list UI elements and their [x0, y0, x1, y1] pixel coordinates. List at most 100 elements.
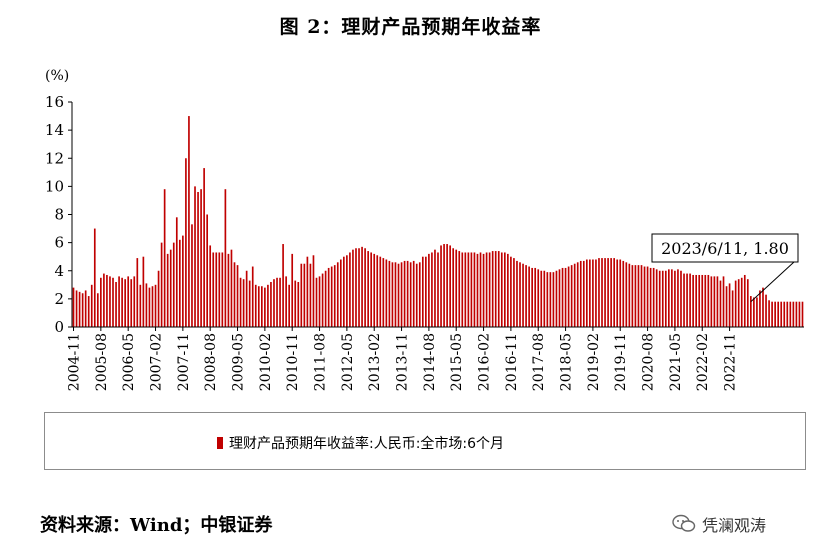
bar	[118, 276, 120, 328]
bar	[282, 244, 284, 327]
bar	[84, 290, 87, 327]
bar	[631, 265, 634, 328]
bar	[789, 301, 792, 327]
bar	[364, 248, 366, 327]
bar	[267, 284, 269, 327]
bar	[169, 249, 172, 327]
x-axis: 2004-11 2005-08 2006-05 2007-02 2007-11 2008-…	[67, 326, 804, 391]
callout-leader	[750, 261, 795, 303]
bar	[479, 252, 482, 327]
bar	[324, 270, 327, 327]
bar	[528, 266, 530, 327]
y-tick-label: 4	[54, 262, 64, 280]
bar	[409, 262, 412, 327]
y-tick-label: 14	[45, 121, 64, 139]
bar	[370, 252, 373, 327]
bar	[768, 300, 770, 327]
bar	[537, 269, 540, 327]
bar	[640, 265, 643, 328]
bar	[561, 267, 564, 327]
watermark: 凭澜观涛	[672, 512, 766, 536]
bar	[185, 158, 187, 327]
bar	[555, 270, 558, 327]
bar	[391, 262, 394, 327]
bar	[403, 260, 406, 327]
bar	[491, 251, 494, 327]
bar	[300, 263, 303, 327]
bar	[746, 279, 749, 327]
bar	[72, 287, 75, 328]
bar	[346, 255, 348, 327]
callout-label: 2023/6/11, 1.80	[661, 239, 789, 258]
bar	[261, 286, 263, 327]
bar	[397, 263, 400, 327]
x-tick-label: 2019-02	[586, 333, 602, 391]
legend: 理财产品预期年收益率:人民币:全市场:6个月	[44, 412, 806, 470]
x-tick-label: 2006-05	[121, 333, 137, 391]
bar	[200, 189, 202, 327]
bar	[756, 297, 758, 327]
bar	[318, 276, 321, 328]
bar	[440, 245, 442, 327]
bar	[598, 258, 600, 327]
bar	[212, 252, 215, 327]
bar	[607, 258, 609, 327]
bar	[248, 280, 251, 327]
bar	[276, 277, 278, 327]
y-tick-label: 2	[54, 290, 64, 308]
bar	[564, 267, 567, 327]
bar	[115, 282, 117, 327]
bar	[218, 252, 221, 327]
bar	[765, 294, 767, 327]
bar	[455, 249, 458, 327]
bar	[707, 274, 710, 327]
bar	[418, 262, 421, 327]
bar	[695, 274, 698, 327]
bar	[251, 266, 254, 327]
bar-series	[72, 116, 804, 328]
bar	[303, 263, 306, 327]
bar	[343, 256, 345, 327]
bar	[503, 252, 506, 327]
x-tick-label: 2004-11	[67, 333, 83, 391]
bar	[242, 279, 245, 327]
y-tick-label: 8	[54, 206, 64, 224]
bar	[297, 282, 300, 327]
x-tick-label: 2007-02	[149, 333, 165, 391]
bar	[661, 270, 664, 327]
bar	[330, 266, 333, 327]
bar	[434, 249, 436, 327]
bar	[734, 280, 737, 327]
bar	[306, 256, 309, 327]
bar	[743, 274, 746, 327]
bar	[731, 290, 734, 327]
bar	[163, 189, 166, 327]
x-tick-label: 2010-02	[258, 333, 274, 391]
bar	[443, 244, 445, 327]
bar	[270, 282, 272, 327]
bar	[431, 252, 433, 327]
y-axis: 0 2 4 6 8 10 12 14 16	[45, 93, 73, 336]
bar	[428, 253, 430, 328]
bar	[154, 284, 157, 327]
bar	[452, 248, 455, 327]
bar	[400, 262, 403, 327]
bar	[473, 252, 476, 327]
bar	[601, 258, 603, 327]
bar	[494, 251, 497, 327]
y-tick-label: 6	[54, 234, 64, 252]
bar	[78, 291, 81, 327]
bar	[573, 263, 576, 327]
bar	[646, 266, 649, 327]
bar	[525, 265, 527, 328]
bar	[595, 259, 597, 327]
y-tick-label: 16	[45, 93, 64, 111]
x-tick-label: 2022-11	[723, 333, 739, 391]
bar	[613, 258, 615, 327]
bar	[121, 277, 123, 327]
bar	[725, 286, 728, 327]
bar	[145, 283, 148, 327]
bar	[592, 259, 594, 327]
bar	[798, 301, 801, 327]
